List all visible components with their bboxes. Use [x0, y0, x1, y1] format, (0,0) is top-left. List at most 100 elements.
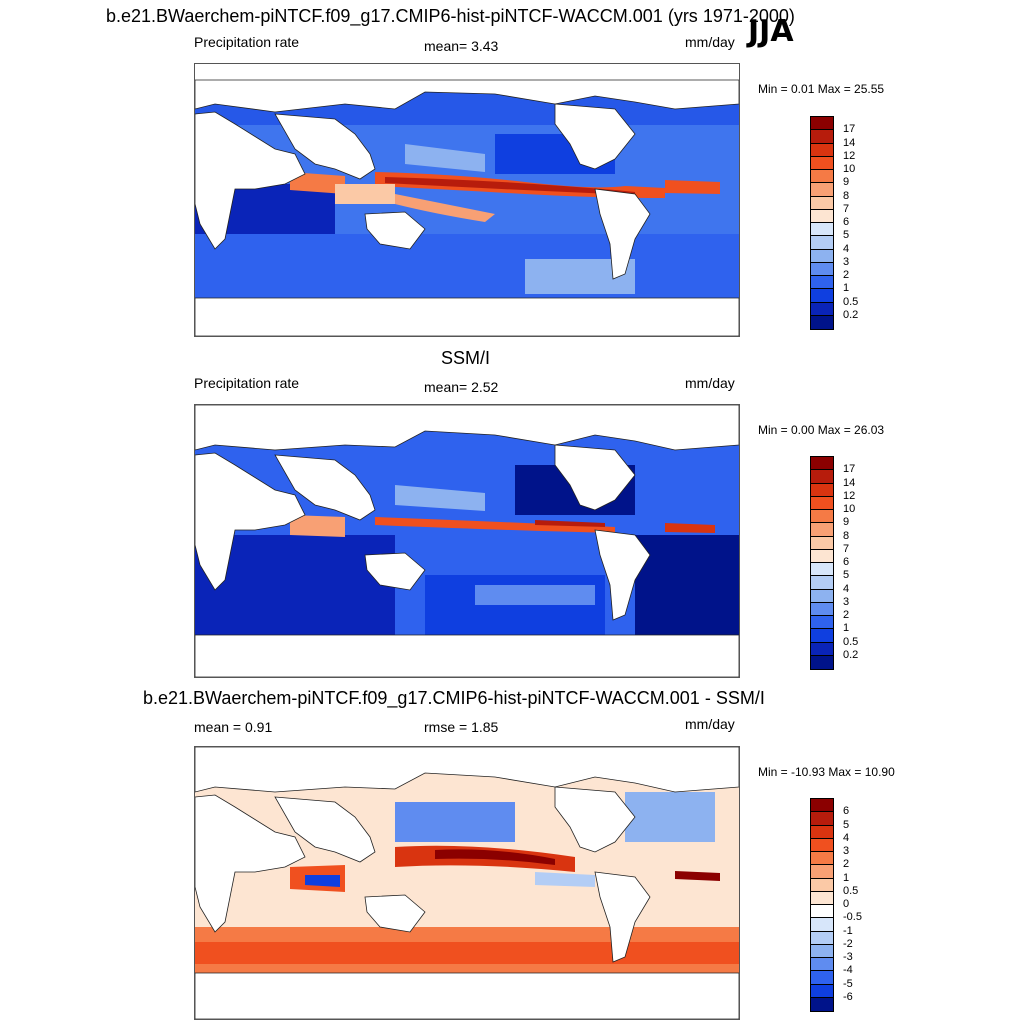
season-label: JJA: [748, 14, 794, 49]
colorbar-segment: [811, 223, 833, 237]
colorbar-segment: [811, 249, 833, 263]
panel-obs-map: [194, 404, 740, 678]
colorbar-segment: [811, 602, 833, 616]
colorbar-tick-label: 7: [843, 542, 850, 555]
panel-diff-title: b.e21.BWaerchem-piNTCF.f09_g17.CMIP6-his…: [143, 688, 765, 708]
panel-model-units: mm/day: [685, 34, 735, 50]
colorbar-segment: [811, 655, 833, 669]
colorbar-segment: [811, 838, 833, 852]
colorbar-segment: [811, 891, 833, 905]
colorbar-tick-label: -6: [843, 990, 853, 1003]
panel-diff-map-svg: [195, 747, 739, 1019]
colorbar-tick-label: 8: [843, 189, 850, 202]
colorbar-segment: [811, 997, 833, 1011]
colorbar-tick-label: 12: [843, 149, 856, 162]
colorbar-segment: [811, 971, 833, 985]
colorbar-tick-label: 17: [843, 123, 856, 136]
colorbar-tick-label: 6: [843, 556, 850, 568]
colorbar-tick-label: 5: [843, 229, 850, 242]
colorbar-segment: [811, 523, 833, 537]
colorbar-tick-label: 17: [843, 463, 856, 476]
colorbar-segment: [811, 825, 833, 839]
colorbar-segment: [811, 209, 833, 223]
colorbar-segment: [811, 984, 833, 998]
colorbar-segment: [811, 944, 833, 958]
panel-obs-map-svg: [195, 405, 739, 677]
colorbar-segment: [811, 865, 833, 879]
panel-obs-units: mm/day: [685, 375, 735, 391]
colorbar-tick-label: 1: [843, 622, 850, 635]
colorbar-segment: [811, 117, 833, 131]
colorbar-tick-label: 0.2: [843, 308, 859, 321]
colorbar-segment: [811, 642, 833, 656]
colorbar-tick-label: 0.2: [843, 648, 859, 661]
panel-obs-minmax: Min = 0.00 Max = 26.03: [758, 423, 885, 437]
panel-diff-units: mm/day: [685, 716, 735, 732]
colorbar-segment: [811, 812, 833, 826]
colorbar-tick-label: 10: [843, 163, 856, 175]
colorbar-segment: [811, 536, 833, 550]
colorbar-tick-label: 7: [843, 202, 850, 215]
colorbar-segment: [811, 589, 833, 603]
colorbar-segment: [811, 483, 833, 497]
colorbar-tick-label: 0: [843, 898, 850, 910]
colorbar-tick-label: 10: [843, 503, 856, 515]
colorbar-segment: [811, 457, 833, 471]
panel-obs-colorbar: 17 14 12 10 9 8 7 6 5 4 3 2 1 0.5 0.2: [810, 456, 858, 670]
colorbar-tick-label: 9: [843, 516, 850, 529]
colorbar-segment: [811, 905, 833, 919]
colorbar-tick-label: 1: [843, 282, 850, 295]
panel-diff-colorbar: 6 5 4 3 2 1 0.5 0 -0.5 -1 -2 -3 -4 -5 -6: [810, 798, 862, 1012]
colorbar-tick-label: 0.5: [843, 884, 859, 897]
colorbar-segment: [811, 470, 833, 484]
colorbar-tick-label: 4: [843, 582, 850, 595]
colorbar-segment: [811, 289, 833, 303]
colorbar-tick-label: 9: [843, 176, 850, 189]
colorbar-tick-label: 0.5: [843, 295, 859, 308]
colorbar-tick-label: 1: [843, 871, 850, 884]
panel-obs-left-label: Precipitation rate: [194, 375, 300, 391]
colorbar-tick-label: 2: [843, 269, 850, 281]
colorbar-tick-label: 14: [843, 476, 856, 489]
main-title: b.e21.BWaerchem-piNTCF.f09_g17.CMIP6-his…: [106, 6, 795, 26]
panel-model-center-label: mean= 3.43: [424, 38, 499, 54]
panel-obs-title: SSM/I: [441, 348, 491, 368]
colorbar-tick-label: 3: [843, 845, 850, 857]
colorbar-tick-label: 14: [843, 136, 856, 149]
colorbar-segment: [811, 576, 833, 590]
colorbar-tick-label: 3: [843, 255, 850, 268]
colorbar-tick-label: -5: [843, 977, 853, 990]
colorbar-segment: [811, 510, 833, 524]
colorbar-tick-label: 2: [843, 609, 850, 621]
panel-model-left-label: Precipitation rate: [194, 34, 300, 50]
colorbar-tick-label: 6: [843, 216, 850, 228]
colorbar-tick-label: 0.5: [843, 635, 859, 648]
colorbar-segment: [811, 236, 833, 250]
colorbar-segment: [811, 170, 833, 184]
colorbar-segment: [811, 496, 833, 510]
colorbar-segment: [811, 156, 833, 170]
panel-obs-center-label: mean= 2.52: [424, 379, 499, 395]
panel-diff-map: [194, 746, 740, 1020]
colorbar-tick-label: -0.5: [843, 911, 862, 924]
colorbar-tick-label: 3: [843, 595, 850, 608]
colorbar-segment: [811, 315, 833, 329]
panel-diff-minmax: Min = -10.93 Max = 10.90: [758, 765, 895, 779]
colorbar-segment: [811, 130, 833, 144]
colorbar-tick-label: 4: [843, 242, 850, 255]
colorbar-segment: [811, 878, 833, 892]
colorbar-segment: [811, 918, 833, 932]
colorbar-segment: [811, 931, 833, 945]
colorbar-segment: [811, 563, 833, 577]
colorbar-tick-label: 4: [843, 831, 850, 844]
colorbar-segment: [811, 958, 833, 972]
colorbar-tick-label: 6: [843, 805, 850, 818]
colorbar-segment: [811, 276, 833, 290]
colorbar-tick-label: 2: [843, 858, 850, 871]
colorbar-tick-label: 12: [843, 489, 856, 502]
colorbar-segment: [811, 196, 833, 210]
colorbar-segment: [811, 143, 833, 157]
colorbar-tick-label: -4: [843, 964, 853, 977]
colorbar-segment: [811, 302, 833, 316]
panel-model-minmax: Min = 0.01 Max = 25.55: [758, 82, 885, 96]
